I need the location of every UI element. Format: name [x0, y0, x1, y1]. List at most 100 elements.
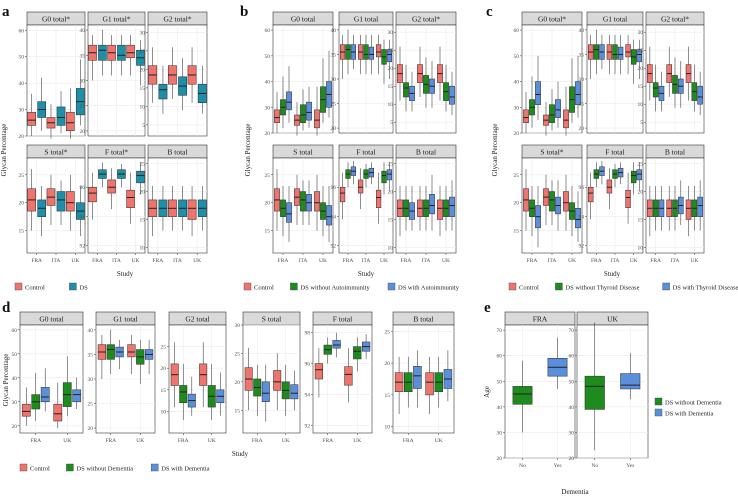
- box-ds-without-thyroid-disease: [593, 29, 600, 75]
- y-tick-label: 25: [140, 49, 146, 55]
- box-ds-without-thyroid-disease: [652, 185, 659, 231]
- legend-label: DS with Thyroid Disease: [673, 285, 738, 292]
- y-tick-label: 92: [331, 244, 337, 250]
- box-ds: [197, 185, 207, 231]
- facet-d-0: G0 total 20 30 40 50 60 FRA UK: [12, 311, 84, 444]
- y-tick-label: 25: [140, 162, 146, 168]
- box-control: [625, 172, 631, 224]
- box-body: [375, 44, 382, 58]
- box-ds-without-thyroid-disease: [569, 185, 575, 237]
- box-ds-without-dementia: [404, 356, 413, 408]
- box-body: [126, 44, 135, 59]
- facet-c-3: S total* 15 20 25 FRA ITA UK: [514, 144, 583, 264]
- x-tick-label: ITA: [548, 258, 557, 264]
- x-tick-label: UK: [71, 258, 79, 264]
- facet-e-0: FRA 20 30 40 50 60 70 No Yes: [497, 311, 576, 469]
- legend-swatch: [14, 282, 23, 291]
- y-tick-label: 70: [569, 328, 575, 334]
- box-body: [357, 179, 364, 194]
- box-body: [697, 85, 703, 105]
- legend-b: Control DS without Autoimmunity DS with Au…: [243, 282, 460, 292]
- legend-label: DS with Dementia: [161, 466, 209, 473]
- box-body: [588, 186, 594, 203]
- facet-title: G1 total*: [102, 15, 130, 24]
- y-tick-label: 30: [265, 105, 271, 111]
- x-tick-label: FRA: [527, 258, 538, 264]
- box-control: [148, 47, 158, 103]
- y-tick-label: 92: [579, 244, 585, 250]
- box-ds-without-autoimmunity: [280, 185, 286, 237]
- x-tick-label: UK: [132, 258, 140, 264]
- y-tick-label: 35: [579, 52, 585, 58]
- box-ds-without-dementia: [31, 373, 41, 421]
- x-tick-label: FRA: [650, 258, 661, 264]
- y-tick-label: 10: [140, 104, 146, 110]
- box-ds: [76, 59, 85, 126]
- facet-title: G2 total*: [661, 15, 689, 24]
- box-body: [535, 81, 541, 105]
- y-tick-label: 60: [569, 354, 575, 360]
- y-tick-label: 30: [12, 400, 18, 406]
- x-tick-label: No: [591, 463, 598, 469]
- box-control: [97, 334, 107, 379]
- box-ds-without-autoimmunity: [403, 64, 409, 112]
- y-tick-label: 30: [331, 77, 337, 83]
- x-tick-label: UK: [442, 258, 450, 264]
- box-ds-without-dementia: [584, 322, 605, 451]
- box-ds-with-thyroid-disease: [658, 71, 665, 112]
- box-ds-with-thyroid-disease: [535, 185, 541, 248]
- box-ds-without-thyroid-disease: [593, 162, 600, 188]
- x-tick-label: No: [519, 463, 526, 469]
- box-ds-without-autoimmunity: [423, 57, 429, 108]
- x-tick-label: UK: [630, 258, 638, 264]
- box-control: [339, 172, 346, 220]
- legend-label: DS without Thyroid Disease: [565, 285, 639, 292]
- box-body: [300, 104, 306, 123]
- y-tick-label: 5: [390, 120, 393, 126]
- box-ds-without-autoimmunity: [403, 185, 409, 231]
- box-body: [425, 372, 434, 396]
- panel-label-a: a: [2, 4, 10, 20]
- box-body: [563, 109, 569, 129]
- y-tick-label: 20: [388, 190, 394, 196]
- box-control: [167, 185, 177, 231]
- box-control: [274, 169, 280, 231]
- box-ds-with-autoimmunity: [326, 50, 332, 118]
- x-tick-label: ITA: [671, 258, 680, 264]
- y-tick-label: 15: [388, 217, 394, 223]
- box-ds-with-dementia: [547, 337, 568, 389]
- y-tick-label: 10: [385, 425, 391, 431]
- y-tick-label: 5: [142, 123, 145, 129]
- facet-title: G0 total: [291, 15, 315, 24]
- box-body: [685, 199, 692, 220]
- x-tick-label: FRA: [31, 258, 42, 264]
- box-ds-without-thyroid-disease: [612, 34, 618, 75]
- facet-d-3: S total 15 20 25 30 FRA UK: [235, 311, 301, 444]
- box-body: [636, 169, 642, 181]
- box-ds: [37, 185, 47, 237]
- facet-title: F total: [333, 315, 352, 324]
- box-ds: [158, 65, 168, 114]
- y-tick-label: 20: [80, 129, 86, 135]
- y-tick-label: 35: [331, 52, 337, 58]
- y-tick-label: 10: [388, 102, 394, 108]
- box-control: [666, 185, 672, 231]
- legend-e: DS without Dementia DS with Dementia: [654, 397, 722, 418]
- box-body: [437, 199, 443, 220]
- facet-c-4: F total 92 94 96 FRA ITA UK: [579, 144, 644, 264]
- y-tick-label: 20: [385, 361, 391, 367]
- box-body: [136, 170, 145, 184]
- box-body: [617, 46, 624, 60]
- panel-d: d G0 total 20 30 40 50 60 FRA UK G1 total 20 25 30 35…: [2, 300, 455, 473]
- x-tick-label: UK: [319, 258, 327, 264]
- box-body: [630, 170, 637, 184]
- box-body: [381, 170, 387, 184]
- legend-swatch: [290, 282, 298, 291]
- box-ds-with-dementia: [115, 339, 124, 370]
- box-ds: [76, 185, 85, 237]
- box-control: [437, 46, 443, 101]
- box-body: [375, 189, 382, 208]
- y-tick-label: 15: [265, 229, 271, 235]
- y-tick-label: 15: [19, 229, 25, 235]
